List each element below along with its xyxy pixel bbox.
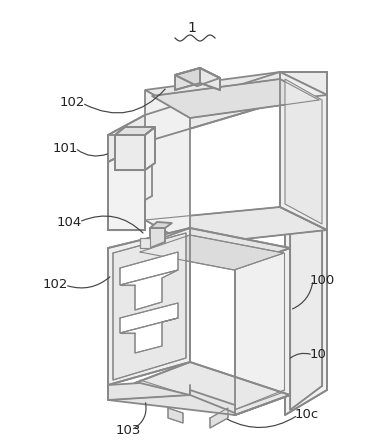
Polygon shape <box>150 228 165 248</box>
Polygon shape <box>175 68 200 90</box>
Polygon shape <box>150 222 172 228</box>
Polygon shape <box>108 228 190 385</box>
Polygon shape <box>135 228 290 268</box>
Polygon shape <box>175 68 220 86</box>
Polygon shape <box>168 408 183 423</box>
Text: 104: 104 <box>57 215 82 228</box>
Polygon shape <box>280 72 327 230</box>
Polygon shape <box>290 76 322 410</box>
Polygon shape <box>115 127 155 135</box>
Polygon shape <box>210 408 228 428</box>
Text: 1: 1 <box>187 21 196 35</box>
Text: 102: 102 <box>43 278 68 291</box>
Polygon shape <box>235 248 290 415</box>
Polygon shape <box>145 90 190 245</box>
Polygon shape <box>115 135 145 170</box>
Polygon shape <box>108 383 235 415</box>
Polygon shape <box>285 72 327 415</box>
Polygon shape <box>140 235 284 270</box>
Polygon shape <box>120 318 178 353</box>
Text: 10: 10 <box>310 349 327 362</box>
Polygon shape <box>140 238 150 248</box>
Polygon shape <box>108 72 327 162</box>
Polygon shape <box>145 72 327 115</box>
Polygon shape <box>108 140 152 230</box>
Text: 100: 100 <box>310 274 335 287</box>
Polygon shape <box>120 303 178 333</box>
Text: 10c: 10c <box>295 409 319 422</box>
Text: 102: 102 <box>60 97 85 110</box>
Polygon shape <box>152 79 319 118</box>
Polygon shape <box>113 233 186 380</box>
Polygon shape <box>145 207 327 245</box>
Polygon shape <box>200 68 220 90</box>
Polygon shape <box>108 135 145 230</box>
Polygon shape <box>145 127 155 170</box>
Polygon shape <box>135 362 290 415</box>
Polygon shape <box>285 79 322 224</box>
Polygon shape <box>120 252 178 285</box>
Polygon shape <box>120 270 178 310</box>
Text: 101: 101 <box>53 142 78 155</box>
Text: 103: 103 <box>116 423 141 437</box>
